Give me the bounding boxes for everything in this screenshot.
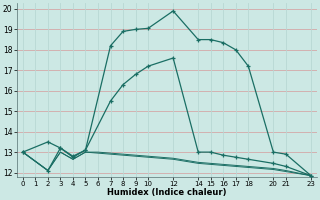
X-axis label: Humidex (Indice chaleur): Humidex (Indice chaleur) <box>107 188 227 197</box>
